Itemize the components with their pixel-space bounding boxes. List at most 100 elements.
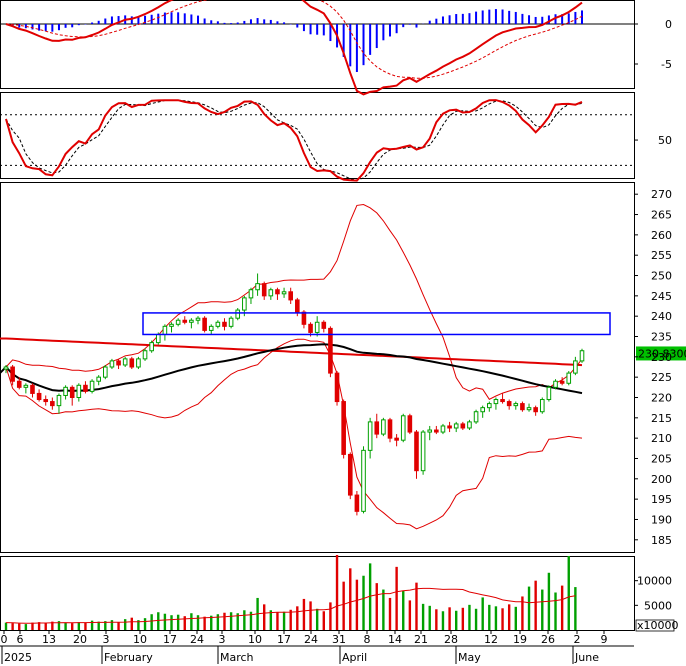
x-day-label: 10 — [248, 633, 262, 646]
candle-body — [473, 411, 479, 423]
candle-body — [96, 376, 101, 382]
candle-body — [506, 401, 512, 407]
candle-body — [228, 317, 234, 327]
price-tick-label: 250 — [651, 270, 672, 283]
candle-body — [43, 399, 49, 403]
x-day-label: 3 — [219, 633, 226, 646]
moving-average-long-red — [0, 337, 583, 367]
candle-body — [546, 386, 552, 401]
candle-body — [493, 399, 499, 405]
price-tick-label: 195 — [651, 493, 672, 506]
price-tick-label: 215 — [651, 412, 672, 425]
candle-body — [440, 425, 446, 433]
candle-body — [109, 360, 115, 368]
candle-body — [301, 311, 307, 325]
x-day-label: 19 — [513, 633, 527, 646]
candle-body — [136, 358, 141, 368]
vol-tick-label: 10000 — [637, 575, 672, 588]
candle-body — [414, 431, 419, 472]
price-tick-label: 190 — [651, 513, 672, 526]
x-day-label: 0 — [1, 633, 8, 646]
x-day-label: 28 — [444, 633, 458, 646]
x-day-label: 12 — [484, 633, 498, 646]
x-month-label: February — [104, 651, 153, 664]
x-month-label: 2025 — [4, 651, 32, 664]
candle-body — [149, 342, 154, 352]
volume-unit-box — [635, 619, 675, 632]
candle-body — [248, 289, 254, 299]
price-tick-label: 235 — [651, 331, 672, 344]
candle-body — [520, 403, 525, 411]
volume-panel — [4, 555, 577, 630]
x-day-label: 17 — [277, 633, 291, 646]
candle-body — [162, 325, 168, 335]
candle-body — [83, 384, 88, 392]
x-month-label: April — [342, 651, 367, 664]
candle-body — [566, 372, 572, 384]
candle-body — [381, 419, 386, 435]
candle-body — [63, 386, 68, 396]
candle-body — [281, 291, 287, 295]
resistance-zone-box — [142, 312, 611, 336]
price-panel: 230.8300 — [0, 203, 686, 530]
candle-body — [268, 289, 274, 297]
candle-body — [69, 386, 75, 398]
volume-moving-average — [5, 587, 576, 624]
stoch-k-line — [5, 99, 583, 182]
candle-body — [328, 327, 333, 374]
candle-body — [275, 289, 280, 295]
x-day-label: 14 — [388, 633, 402, 646]
candle-body — [208, 325, 214, 331]
candle-body — [261, 283, 267, 297]
price-tick-label: 255 — [651, 249, 672, 262]
bollinger-upper-band — [5, 203, 583, 400]
candle-body — [341, 401, 346, 455]
candle-body — [500, 399, 505, 403]
candle-body — [387, 419, 393, 439]
stoch-d-line — [5, 99, 583, 181]
x-day-label: 10 — [133, 633, 147, 646]
x-day-label: 26 — [541, 633, 555, 646]
x-day-label: 6 — [17, 633, 24, 646]
x-month-label: May — [458, 651, 481, 664]
x-day-label: 24 — [304, 633, 318, 646]
candle-body — [182, 319, 188, 323]
candle-body — [533, 407, 538, 413]
candle-body — [354, 494, 360, 512]
candle-body — [3, 366, 9, 370]
candle-body — [23, 384, 29, 388]
price-tick-label: 210 — [651, 432, 672, 445]
candle-body — [579, 350, 585, 362]
price-tick-label: 230 — [651, 351, 672, 364]
candle-body — [76, 384, 82, 398]
price-tick-label: 205 — [651, 452, 672, 465]
candle-body — [308, 323, 313, 333]
axes: 2702652602552502452402352302252202152102… — [0, 18, 679, 664]
candle-body — [367, 421, 373, 451]
x-day-label: 21 — [414, 633, 428, 646]
candle-body — [242, 297, 247, 311]
x-day-label: 17 — [163, 633, 177, 646]
x-day-label: 3 — [103, 633, 110, 646]
candle-body — [400, 415, 406, 441]
candle-body — [361, 449, 366, 512]
x-month-label: March — [220, 651, 254, 664]
bollinger-lower-band — [5, 338, 583, 530]
macd-signal-line — [5, 0, 583, 79]
price-tick-label: 265 — [651, 209, 672, 222]
x-day-label: 9 — [601, 633, 608, 646]
candle-body — [129, 358, 135, 368]
candle-body — [394, 437, 399, 441]
candle-body — [189, 319, 194, 323]
candle-body — [222, 321, 227, 327]
candle-body — [334, 372, 340, 403]
candle-body — [460, 423, 466, 429]
vol-tick-label: 5000 — [644, 599, 672, 612]
price-tick-label: 220 — [651, 391, 672, 404]
volume-unit-label: x10000 — [637, 619, 679, 632]
candle-body — [453, 423, 459, 429]
candle-body — [155, 333, 161, 344]
candle-body — [321, 321, 327, 329]
macd-frame — [0, 0, 635, 89]
